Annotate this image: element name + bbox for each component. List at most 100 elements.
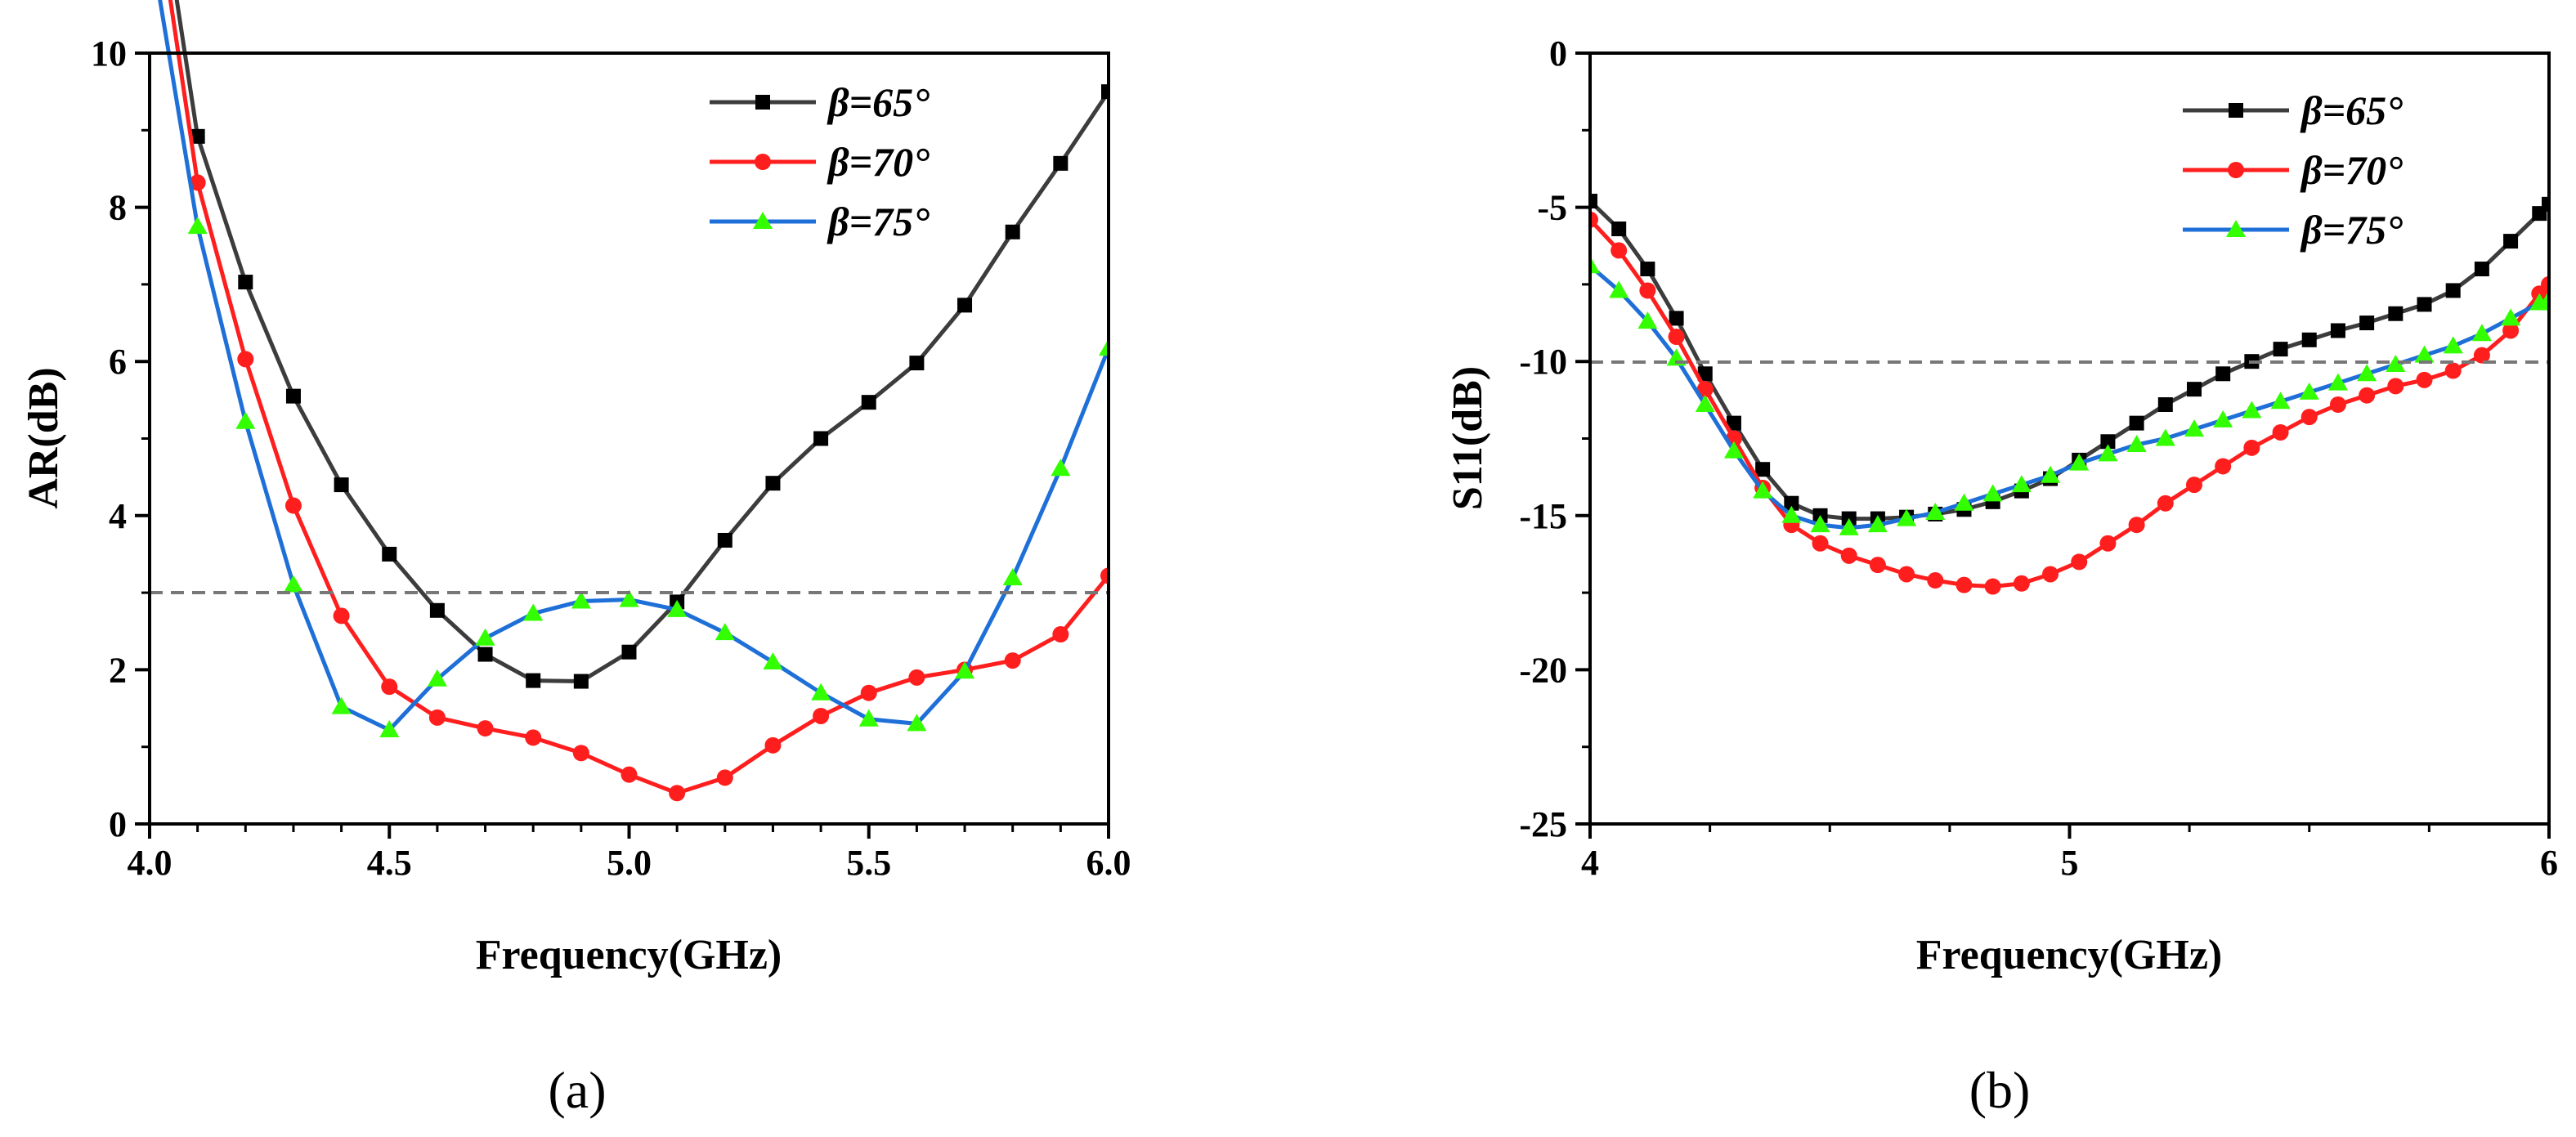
- panel-b-series-1-point: [2444, 362, 2462, 379]
- panel-b-series-0-point: [2445, 283, 2461, 298]
- panel-a-series-1-point: [860, 684, 877, 701]
- panel-a-series-2-point: [235, 411, 256, 429]
- panel-b-series-2-point: [1839, 517, 1859, 535]
- panel-a-series-0-point: [765, 476, 781, 491]
- panel-b-series-0-point: [1669, 311, 1684, 326]
- panel-b-series-1-point: [1668, 329, 1685, 346]
- panel-b-series-1-point: [2099, 535, 2117, 552]
- panel-b-series-0-point: [1611, 222, 1627, 237]
- panel-a-series-1-point: [1004, 652, 1021, 669]
- panel-b-series-1-point: [2185, 477, 2202, 494]
- panel-b-series-2-point: [2357, 364, 2377, 382]
- panel-b: 4 5 6 0 -5 -10 -15 -20 -25 Frequency(GHz) S11(dB…: [1445, 34, 2558, 1119]
- panel-b-series-1-point: [1984, 578, 2001, 595]
- panel-a-x-axis-label: Frequency(GHz): [476, 932, 782, 978]
- panel-b-legend-label-1: β=70°: [2300, 147, 2403, 193]
- panel-b-legend-marker-2: [2226, 220, 2246, 237]
- panel-b-series-0-point: [2186, 382, 2202, 397]
- panel-a-y-axis-label: AR(dB): [20, 367, 67, 508]
- panel-b-series-2-point: [1637, 311, 1658, 329]
- panel-b-series-1-point: [1611, 242, 1628, 259]
- panel-a-series-1-point: [908, 669, 925, 686]
- panel-a-series-1-point: [381, 678, 398, 696]
- panel-a-x-tick-label: 6.0: [1086, 843, 1131, 883]
- panel-b-series-2-point: [1897, 508, 1917, 526]
- panel-a-legend: β=65° β=70° β=75°: [710, 79, 930, 244]
- panel-b-series-0-point: [2542, 196, 2549, 212]
- panel-b-y-tick-label: -5: [1537, 188, 1567, 228]
- panel-a-series-0-point: [382, 546, 397, 562]
- panel-b-series-0-point: [1697, 366, 1713, 382]
- panel-a-series-0-point: [1053, 155, 1068, 171]
- panel-a-legend-label-0: β=65°: [827, 79, 930, 125]
- panel-a-x-tick-label: 4.0: [128, 843, 172, 883]
- panel-b-series-0-point: [1726, 415, 1741, 431]
- panel-b-series-2-point: [2011, 475, 2032, 493]
- panel-a-legend-label-2: β=75°: [827, 199, 930, 244]
- panel-a-legend-marker-1: [755, 154, 771, 170]
- panel-a-series-1-point: [1052, 626, 1069, 643]
- panel-b-series-1-point: [2071, 553, 2088, 571]
- panel-b-series-1-point: [2359, 387, 2376, 404]
- panel-a-series-2-point: [715, 623, 735, 641]
- panel-b-series-1-point: [2272, 423, 2289, 441]
- panel-b-y-tick-label: -20: [1519, 650, 1567, 690]
- panel-a-series-1-point: [428, 709, 446, 726]
- panel-b-series-1-point: [1869, 557, 1886, 574]
- panel-b-series-1-point: [2541, 275, 2549, 293]
- panel-a-series-1-point: [620, 766, 638, 783]
- panel-b-ticks: [1575, 51, 2551, 839]
- panel-a-series-0-point: [190, 128, 205, 144]
- panel-b-series-1-point: [1840, 547, 1857, 564]
- panel-a-x-tick-label: 5.0: [607, 843, 652, 883]
- panel-b-legend: β=65° β=70° β=75°: [2183, 87, 2403, 253]
- panel-b-series-2-point: [1954, 493, 1974, 511]
- panel-b-y-tick-label: -15: [1519, 496, 1567, 536]
- panel-a-series-1-point: [716, 769, 733, 786]
- panel-b-series-0-point: [2417, 297, 2432, 312]
- panel-b-series-1-point: [2473, 347, 2490, 364]
- panel-a-tick-labels: 4.0 4.5 5.0 5.5 6.0 0 2 4 6 8 10: [91, 34, 1131, 883]
- panel-a-series-0-point: [573, 674, 589, 689]
- panel-a-caption: (a): [548, 1061, 606, 1119]
- panel-a-series-0-point: [621, 644, 637, 660]
- panel-a-x-tick-label: 4.5: [367, 843, 412, 883]
- panel-b-y-axis-label: S11(dB): [1445, 366, 1491, 510]
- panel-b-series-0-point: [2330, 323, 2345, 338]
- panel-b-series-1-point: [2013, 575, 2030, 592]
- panel-a-series-0-point: [717, 532, 732, 548]
- panel-a-series-1-point: [813, 707, 830, 724]
- panel-b-legend-label-2: β=75°: [2300, 207, 2403, 253]
- panel-a-series-1-point: [525, 729, 542, 746]
- panel-a-legend-marker-0: [755, 95, 770, 110]
- panel-b-series-2-point: [2539, 289, 2549, 307]
- panel-b-legend-label-0: β=65°: [2300, 87, 2403, 133]
- panel-a-series-2-point: [1099, 338, 1109, 356]
- panel-b-series-2-point: [1590, 256, 1600, 274]
- panel-a-series-0-point: [526, 673, 541, 688]
- panel-b-series-1-point: [2157, 495, 2174, 512]
- panel-b-series-2-point: [2327, 373, 2348, 391]
- panel-a-series-1-point: [237, 351, 254, 368]
- panel-b-x-tick-label: 6: [2540, 843, 2558, 883]
- panel-b-series-2-point: [2155, 428, 2175, 446]
- panel-b-series-2-point: [1982, 484, 2003, 502]
- panel-b-series-0-point: [2301, 332, 2317, 347]
- panel-b-series-0-point: [2129, 415, 2144, 431]
- panel-a-legend-label-1: β=70°: [827, 139, 930, 185]
- panel-a-series-1-point: [189, 174, 206, 191]
- panel-a-series-0-point: [285, 388, 301, 404]
- panel-a-series-0-point: [861, 395, 876, 410]
- panel-b-series-2-point: [1753, 481, 1773, 499]
- panel-b-series-1-point: [2502, 322, 2520, 339]
- panel-b-x-axis-label: Frequency(GHz): [1916, 932, 2223, 978]
- panel-b-series-1-point: [1639, 282, 1656, 299]
- panel-b-series-1-point: [1956, 576, 1973, 593]
- panel-a-series-1-point: [572, 745, 589, 762]
- panel-b-series-2-point: [1695, 395, 1715, 413]
- panel-a-series-2-point: [667, 599, 688, 617]
- panel-b-series-2-point: [2501, 308, 2521, 326]
- panel-a-series-1-point: [669, 785, 686, 802]
- panel-a-series-0-point: [1101, 84, 1109, 100]
